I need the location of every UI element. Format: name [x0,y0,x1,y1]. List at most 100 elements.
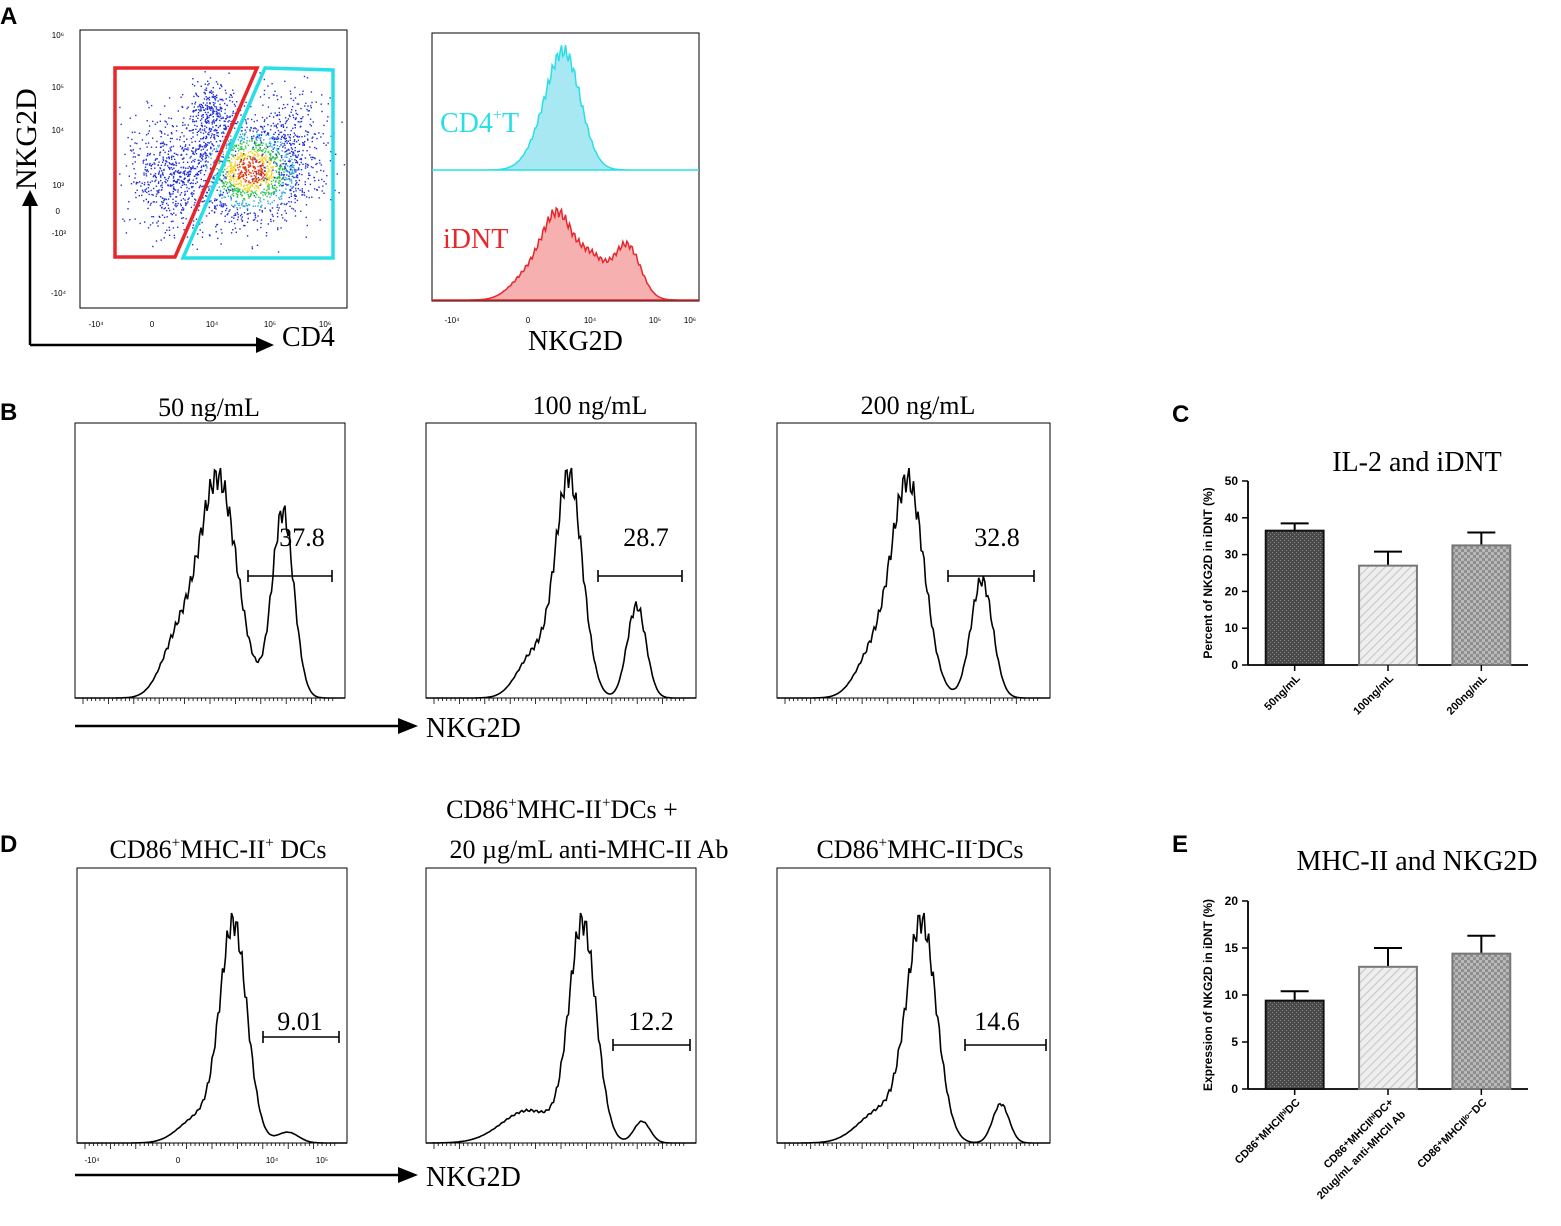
bar-chart-il2: IL-2 and iDNT 0 10 20 30 40 50 Percent of NKG2D… [1201,447,1528,717]
histogram-title: 50 ng/mL [158,393,260,422]
bar [1451,952,1512,1091]
x-tick-label: 200ng/mL [1445,672,1490,717]
x-arrowhead-icon [256,337,274,353]
y-tick-label: 40 [1225,511,1239,525]
gate-value: 14.6 [974,1007,1020,1036]
chart-title: IL-2 and iDNT [1332,447,1502,478]
scatter-xtick: -10⁴ [89,320,105,329]
x-tick-label: 100ng/mL [1351,672,1396,717]
panel-d-histograms: CD86+MHC-II+ DCs CD86+MHC-II+DCs + 20 µg… [76,795,1051,1165]
histogram-curve [777,912,1050,1144]
histogram-xtick: -10⁴ [445,316,461,325]
idnt-label: iDNT [443,224,508,255]
histogram-frame [776,422,1051,699]
cd4-label: CD4+T [440,107,519,139]
histogram-title: CD86+MHC-II+ DCs [109,835,326,864]
scatter-plot: 10⁶ 10⁵ 10⁴ 10³ 0 -10³ -10⁴ -10⁴ 0 10⁴ 1… [10,29,348,353]
histogram-curve [426,467,696,699]
panel-a-letter: A [0,3,17,30]
histogram-frame [76,867,348,1144]
histogram-title-line2: 20 µg/mL anti-MHC-II Ab [449,835,728,864]
panel-b-letter: B [0,399,17,426]
scatter-dots [119,71,346,253]
y-arrowhead-icon [22,190,38,206]
x-tick-label: CD86⁺MHCIIˡᵒ⁻DC [1415,1097,1489,1171]
panel-b-histograms: 50 ng/mL 100 ng/mL 200 ng/mL 37.8 28.7 3… [74,391,1051,704]
scatter-xtick: 0 [150,320,155,329]
histogram-frame [425,422,697,699]
histogram-frame [776,867,1051,1144]
cyan-gate [180,66,335,260]
x-tick-label: 50ng/mL [1262,672,1303,713]
y-tick-label: 20 [1225,894,1239,908]
gate-value: 28.7 [623,523,669,552]
histogram-xtick: 10⁶ [684,316,696,325]
gate-value: 9.01 [277,1007,323,1036]
y-tick-label: 10 [1225,988,1239,1002]
cd4-histogram-curve [432,44,699,171]
panel-e-letter: E [1172,831,1188,858]
histogram-xlabel: NKG2D [528,326,623,357]
scatter-xtick: 10⁶ [319,320,331,329]
scatter-ytick: 10³ [52,181,64,190]
y-tick-label: 50 [1225,474,1239,488]
scatter-ytick: 10⁶ [52,31,64,40]
y-tick-label: 20 [1225,584,1239,598]
panel-c-letter: C [1172,401,1189,428]
histogram-curve [426,912,696,1144]
overlay-histogram: CD4+T iDNT -10⁴ 0 10⁴ 10⁵ 10⁶ NKG2D [431,32,700,357]
panel-d-letter: D [0,831,17,858]
histogram-xtick: 10⁴ [584,316,597,325]
histogram-title: 100 ng/mL [533,391,648,420]
histogram-frame [74,422,346,699]
panel-b-xlabel: NKG2D [426,713,521,744]
histogram-curve [777,467,1050,699]
histogram-curve [75,467,345,699]
x-arrowhead-icon [398,1167,418,1183]
gate-value: 32.8 [974,523,1020,552]
scatter-xtick: 10⁴ [206,320,219,329]
bar [1358,965,1418,1090]
scatter-ytick: 10⁵ [52,83,64,92]
x-tick-label: CD86⁺MHCIIʰⁱDC [1232,1096,1303,1167]
scatter-xtick: 10⁵ [264,320,276,329]
bar [1358,564,1418,667]
bar [1451,544,1512,667]
gate-value: 12.2 [628,1007,674,1036]
histogram-title: CD86+MHC-II-DCs [816,835,1023,864]
histogram-xtick: 0 [526,316,531,325]
bar [1264,999,1325,1091]
histogram-frame [431,32,700,302]
y-tick-label: 15 [1225,941,1239,955]
histogram-xtick: -10⁴ [85,1156,101,1165]
histogram-xtick: 10⁵ [649,316,661,325]
red-gate [113,66,260,259]
bar-chart-mhcii: MHC-II and NKG2D 0 5 10 15 20 Expression of NK… [1201,846,1538,1202]
chart-title: MHC-II and NKG2D [1296,846,1537,877]
histogram-curve [77,912,347,1144]
y-axis-label: Expression of NKG2D in iDNT (%) [1201,899,1215,1091]
y-tick-label: 10 [1225,621,1239,635]
scatter-ytick: 10⁴ [52,126,65,135]
scatter-frame [79,29,348,309]
scatter-ytick: 0 [56,207,61,216]
histogram-xtick: 10⁵ [316,1156,328,1165]
histogram-title: 200 ng/mL [861,391,976,420]
y-tick-label: 30 [1225,548,1239,562]
histogram-xtick: 10⁴ [266,1156,279,1165]
scatter-ytick: -10³ [52,229,67,238]
y-tick-label: 0 [1231,658,1238,672]
idnt-histogram-curve [432,206,699,301]
bar [1264,529,1325,666]
scatter-ytick: -10⁴ [51,289,67,298]
histogram-title: CD86+MHC-II+DCs + [446,795,678,824]
scatter-xlabel: CD4 [282,322,335,353]
y-tick-label: 5 [1231,1035,1238,1049]
y-axis-label: Percent of NKG2D in iDNT (%) [1201,487,1215,658]
panel-d-xlabel: NKG2D [426,1162,521,1193]
scatter-ylabel: NKG2D [10,88,43,190]
y-tick-label: 0 [1231,1082,1238,1096]
x-arrowhead-icon [398,718,418,734]
histogram-frame [425,867,697,1144]
